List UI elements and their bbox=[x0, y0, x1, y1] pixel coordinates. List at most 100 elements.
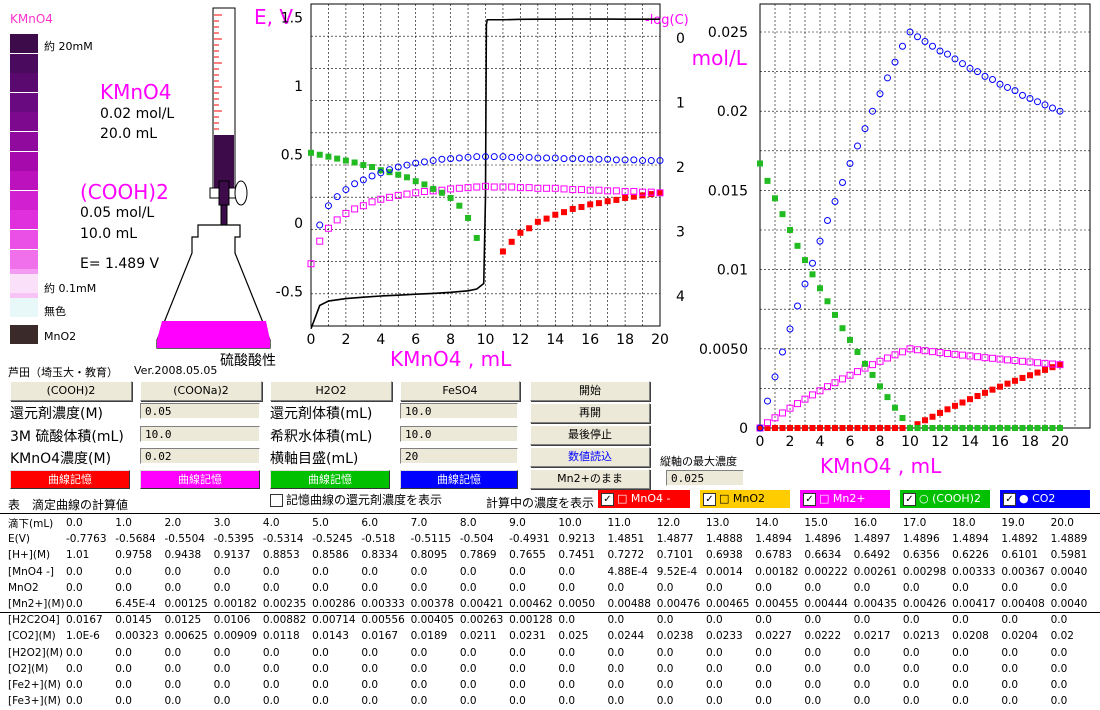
table-cell: 0.00435 bbox=[853, 598, 898, 611]
table-cell: 0.0 bbox=[459, 695, 477, 708]
memory-button-blue[interactable]: 曲線記憶 bbox=[400, 470, 518, 489]
load-values-button[interactable]: 数値読込 bbox=[530, 447, 650, 467]
x-tick-label: 6 bbox=[846, 434, 855, 450]
grid bbox=[760, 4, 1090, 429]
data-point bbox=[412, 159, 420, 167]
data-point bbox=[974, 68, 981, 76]
table-cell: 1.0 bbox=[115, 517, 132, 530]
scale-label-top: 約 20mM bbox=[44, 40, 93, 53]
field-dilution-volume[interactable]: 10.0 bbox=[400, 426, 518, 442]
data-point bbox=[552, 211, 559, 218]
field-h2so4-volume[interactable]: 10.0 bbox=[140, 426, 260, 442]
field-reductant-volume[interactable]: 10.0 bbox=[400, 403, 518, 419]
table-cell: 0.0 bbox=[607, 581, 625, 594]
table-cell: 0.0 bbox=[312, 646, 329, 659]
checkbox-icon[interactable] bbox=[270, 494, 283, 507]
table-cell: 0.0 bbox=[312, 581, 329, 594]
table-cell: 0.9137 bbox=[213, 549, 251, 562]
memory-button-magenta[interactable]: 曲線記憶 bbox=[140, 470, 260, 489]
data-point bbox=[817, 285, 823, 292]
legend-mn2[interactable]: ✓ □ Mn2+ bbox=[800, 490, 890, 508]
table-cell: 0.6226 bbox=[952, 549, 989, 562]
data-point bbox=[648, 191, 655, 198]
table-cell: 0.0227 bbox=[755, 630, 792, 643]
data-point bbox=[764, 397, 771, 405]
table-cell: 0.0 bbox=[656, 581, 674, 594]
table-cell: 0.0 bbox=[213, 646, 231, 659]
data-point bbox=[316, 151, 323, 158]
scale-title: KMnO4 bbox=[10, 12, 53, 26]
table-cell: 0.0 bbox=[656, 614, 674, 627]
data-point bbox=[613, 196, 620, 203]
credits-version: Ver.2008.05.05 bbox=[134, 364, 218, 377]
keep-mn2-button[interactable]: Mn2+のまま bbox=[530, 469, 650, 489]
memory-button-green[interactable]: 曲線記憶 bbox=[270, 470, 390, 489]
checkbox-checked-icon[interactable]: ✓ bbox=[1003, 493, 1016, 506]
table-cell: 6.45E-4 bbox=[115, 598, 156, 611]
stop-at-end-button[interactable]: 最後停止 bbox=[530, 425, 650, 445]
data-point bbox=[1012, 377, 1018, 384]
scale-label-none: 無色 bbox=[44, 305, 66, 318]
table-cell: 0.00714 bbox=[312, 614, 356, 627]
memory-button-red[interactable]: 曲線記憶 bbox=[10, 470, 130, 489]
x-tick-label: 20 bbox=[651, 332, 669, 348]
reagent-button-cooh2[interactable]: (COOH)2 bbox=[10, 381, 132, 401]
legend-co2[interactable]: ✓ ● CO2 bbox=[1000, 490, 1090, 508]
data-point bbox=[1041, 101, 1049, 109]
legend-mno4[interactable]: ✓ □ MnO4 - bbox=[598, 490, 690, 508]
field-x-scale[interactable]: 20 bbox=[400, 448, 518, 464]
resume-button[interactable]: 再開 bbox=[530, 403, 650, 423]
y-axis-title: C, mol/L bbox=[690, 46, 748, 70]
table-cell: 0.0 bbox=[410, 678, 428, 691]
x-tick-label: 16 bbox=[991, 434, 1009, 450]
data-point bbox=[412, 189, 420, 197]
reagent-button-h2o2[interactable]: H2O2 bbox=[270, 381, 392, 401]
data-point bbox=[508, 238, 515, 245]
x-tick-label: 8 bbox=[446, 332, 455, 348]
data-point bbox=[786, 404, 794, 412]
field-kmno4-conc[interactable]: 0.02 bbox=[140, 448, 260, 464]
table-cell: 0.0 bbox=[509, 581, 526, 594]
table-cell: 0.0 bbox=[312, 662, 329, 675]
data-point bbox=[952, 402, 958, 409]
table-cell: -0.5504 bbox=[164, 533, 205, 546]
checkbox-checked-icon[interactable]: ✓ bbox=[703, 493, 716, 506]
reagent-button-coona2[interactable]: (COONa)2 bbox=[140, 381, 262, 401]
table-row: E(V) -0.7763 -0.5684 -0.5504 -0.5395 -0.5314-… bbox=[8, 531, 1100, 547]
table-cell: 0.8586 bbox=[312, 549, 349, 562]
table-cell: 0.0 bbox=[312, 695, 329, 708]
data-point bbox=[779, 211, 786, 218]
data-point bbox=[757, 160, 763, 167]
field-label-x-scale: 横軸目盛(mL) bbox=[270, 451, 359, 467]
legend-cooh2[interactable]: ✓ ○ (COOH)2 bbox=[900, 490, 990, 508]
table-cell: 0.7101 bbox=[656, 549, 694, 562]
checkbox-checked-icon[interactable]: ✓ bbox=[601, 493, 614, 506]
table-cell: 0.0 bbox=[902, 614, 920, 627]
data-point bbox=[1004, 380, 1011, 387]
ymax-field[interactable]: 0.025 bbox=[666, 470, 744, 486]
legend-mno2[interactable]: ✓ □ MnO2 bbox=[700, 490, 790, 508]
checkbox-checked-icon[interactable]: ✓ bbox=[903, 493, 916, 506]
show-memory-checkbox[interactable]: 記憶曲線の還元剤濃度を表示 bbox=[270, 491, 442, 508]
data-point bbox=[1042, 425, 1048, 431]
data-point bbox=[386, 193, 394, 201]
burette-graduations bbox=[214, 14, 222, 130]
table-cell: 0.7655 bbox=[509, 549, 546, 562]
data-point bbox=[779, 409, 786, 417]
data-point bbox=[757, 425, 763, 431]
reagent-button-feso4[interactable]: FeSO4 bbox=[400, 381, 520, 401]
x-tick-label: 18 bbox=[1021, 434, 1039, 450]
data-point bbox=[929, 425, 936, 431]
table-cell: 0.6101 bbox=[1001, 549, 1039, 562]
data-point bbox=[997, 425, 1003, 431]
data-point bbox=[333, 216, 341, 224]
y-tick-label: 0.01 bbox=[717, 263, 748, 279]
checkbox-checked-icon[interactable]: ✓ bbox=[803, 493, 816, 506]
y-tick-label: -0.5 bbox=[276, 285, 303, 301]
data-point bbox=[779, 425, 786, 431]
x-tick-label: 20 bbox=[1051, 434, 1069, 450]
start-button[interactable]: 開始 bbox=[530, 381, 650, 401]
field-reductant-conc[interactable]: 0.05 bbox=[140, 403, 260, 419]
data-point bbox=[809, 391, 816, 399]
table-cell: 0.0 bbox=[607, 662, 625, 675]
